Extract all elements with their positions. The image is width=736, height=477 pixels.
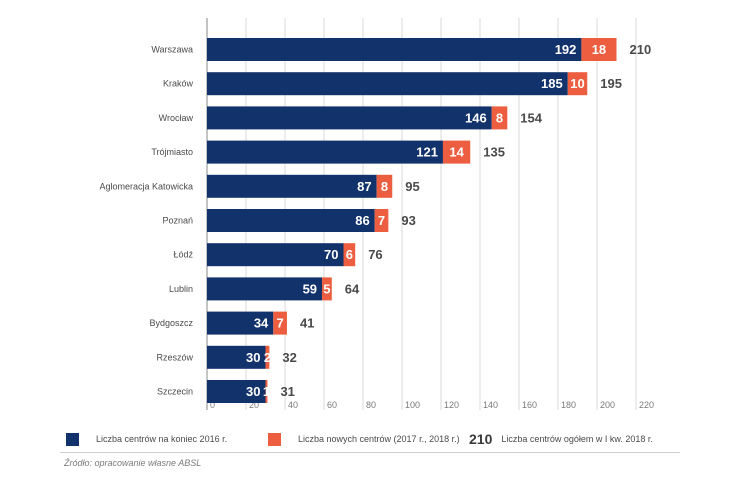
- bar-new-value: 14: [449, 145, 464, 160]
- total-value: 41: [300, 316, 314, 331]
- category-label: Aglomeracja Katowicka: [99, 181, 193, 191]
- legend-item-2016: Liczba centrów na koniec 2016 r.: [66, 428, 227, 450]
- bar-new-value: 5: [323, 281, 330, 296]
- bar-2016: [207, 243, 344, 267]
- bar-new: [567, 72, 588, 96]
- bar-2016-value: 30: [246, 350, 260, 365]
- bar-chart: 0 20 40 60 80 100 120 140 160 180 200 220 192 18 2101…: [99, 18, 654, 410]
- total-value: 32: [282, 350, 296, 365]
- bar-new-value: 6: [346, 247, 353, 262]
- bar-2016: [207, 140, 443, 164]
- bar-new-value: 8: [381, 179, 388, 194]
- bar-2016-value: 30: [246, 384, 260, 399]
- source-divider: [60, 452, 680, 453]
- bar-new: [343, 243, 356, 267]
- category-label: Szczecin: [157, 387, 193, 397]
- total-value: 195: [600, 76, 622, 91]
- tick-label-60: 60: [327, 400, 337, 410]
- bar-new: [491, 106, 508, 130]
- tick-label-80: 80: [366, 400, 376, 410]
- category-label: Bydgoszcz: [149, 318, 193, 328]
- category-label: Lublin: [169, 284, 193, 294]
- bar-new-value: 8: [496, 110, 503, 125]
- bar-2016-value: 146: [465, 110, 487, 125]
- bar-2016: [207, 174, 377, 198]
- bar-new: [265, 345, 270, 369]
- total-value: 210: [630, 42, 652, 57]
- bar-new: [322, 277, 332, 301]
- total-value: 31: [280, 384, 294, 399]
- bar-new: [376, 174, 393, 198]
- bar-2016-value: 59: [303, 281, 317, 296]
- tick-label-180: 180: [561, 400, 576, 410]
- bar-new: [273, 311, 287, 335]
- bar-2016-value: 86: [355, 213, 369, 228]
- total-value: 76: [368, 247, 382, 262]
- tick-label-120: 120: [444, 400, 459, 410]
- legend-item-total: 210 Liczba centrów ogółem w I kw. 2018 r…: [469, 428, 653, 450]
- legend-swatch-new: [268, 432, 281, 446]
- bar-new-value: 18: [592, 42, 606, 57]
- bar-2016: [207, 209, 375, 232]
- legend: Liczba centrów na koniec 2016 r. Liczba …: [0, 428, 736, 450]
- legend-item-new: Liczba nowych centrów (2017 r., 2018 r.): [268, 428, 460, 450]
- bar-new-value: 1: [263, 384, 270, 399]
- bar-new: [442, 140, 471, 164]
- tick-label-200: 200: [600, 400, 615, 410]
- total-value: 135: [483, 145, 505, 160]
- tick-label-20: 20: [249, 400, 259, 410]
- bar-new-value: 10: [570, 76, 584, 91]
- total-value: 154: [520, 110, 542, 125]
- bar-new: [374, 209, 389, 232]
- bar-2016-value: 87: [357, 179, 371, 194]
- source-note: Źródło: opracowanie własne ABSL: [64, 458, 202, 468]
- legend-label-2016: Liczba centrów na koniec 2016 r.: [96, 434, 228, 444]
- tick-label-160: 160: [522, 400, 537, 410]
- category-label: Poznań: [162, 216, 193, 226]
- legend-label-total: Liczba centrów ogółem w I kw. 2018 r.: [501, 434, 653, 444]
- total-value: 93: [401, 213, 415, 228]
- bar-2016: [207, 277, 323, 301]
- tick-label-220: 220: [639, 400, 654, 410]
- bar-2016: [207, 311, 274, 335]
- tick-label-40: 40: [288, 400, 298, 410]
- bar-new: [581, 38, 617, 61]
- bar-2016-value: 34: [254, 316, 269, 331]
- category-label: Trójmiasto: [151, 147, 193, 157]
- tick-label-140: 140: [483, 400, 498, 410]
- category-labels: Warszawa Kraków Wrocław Trójmiasto Aglomerac…: [99, 45, 193, 397]
- category-label: Kraków: [163, 79, 194, 89]
- bar-new-value: 7: [378, 213, 385, 228]
- legend-total-sample: 210: [469, 431, 493, 447]
- bar-new-value: 7: [277, 316, 284, 331]
- total-value: 64: [345, 281, 360, 296]
- tick-label-0: 0: [210, 400, 215, 410]
- total-value: 95: [405, 179, 419, 194]
- bars: 192 18 210 185 10 195 146 8 154 121 14 135 87 8 95 86 7 9…: [207, 38, 651, 403]
- category-label: Łódź: [173, 250, 193, 260]
- category-label: Rzeszów: [156, 352, 193, 362]
- bar-new-value: 2: [264, 350, 271, 365]
- bar-2016-value: 121: [416, 145, 438, 160]
- bar-2016-value: 70: [324, 247, 338, 262]
- legend-label-new: Liczba nowych centrów (2017 r., 2018 r.): [298, 434, 460, 444]
- x-axis-ticks: 0 20 40 60 80 100 120 140 160 180 200 220: [210, 400, 654, 410]
- bar-2016: [207, 72, 568, 96]
- bar-2016: [207, 106, 492, 130]
- category-label: Wrocław: [159, 113, 194, 123]
- bar-new: [265, 380, 268, 403]
- bar-2016: [207, 345, 266, 369]
- bar-2016-value: 185: [541, 76, 563, 91]
- bar-2016-value: 192: [555, 42, 577, 57]
- bar-2016: [207, 38, 582, 61]
- category-label: Warszawa: [151, 45, 193, 55]
- tick-label-100: 100: [405, 400, 420, 410]
- legend-swatch-2016: [66, 432, 79, 446]
- bar-2016: [207, 380, 266, 403]
